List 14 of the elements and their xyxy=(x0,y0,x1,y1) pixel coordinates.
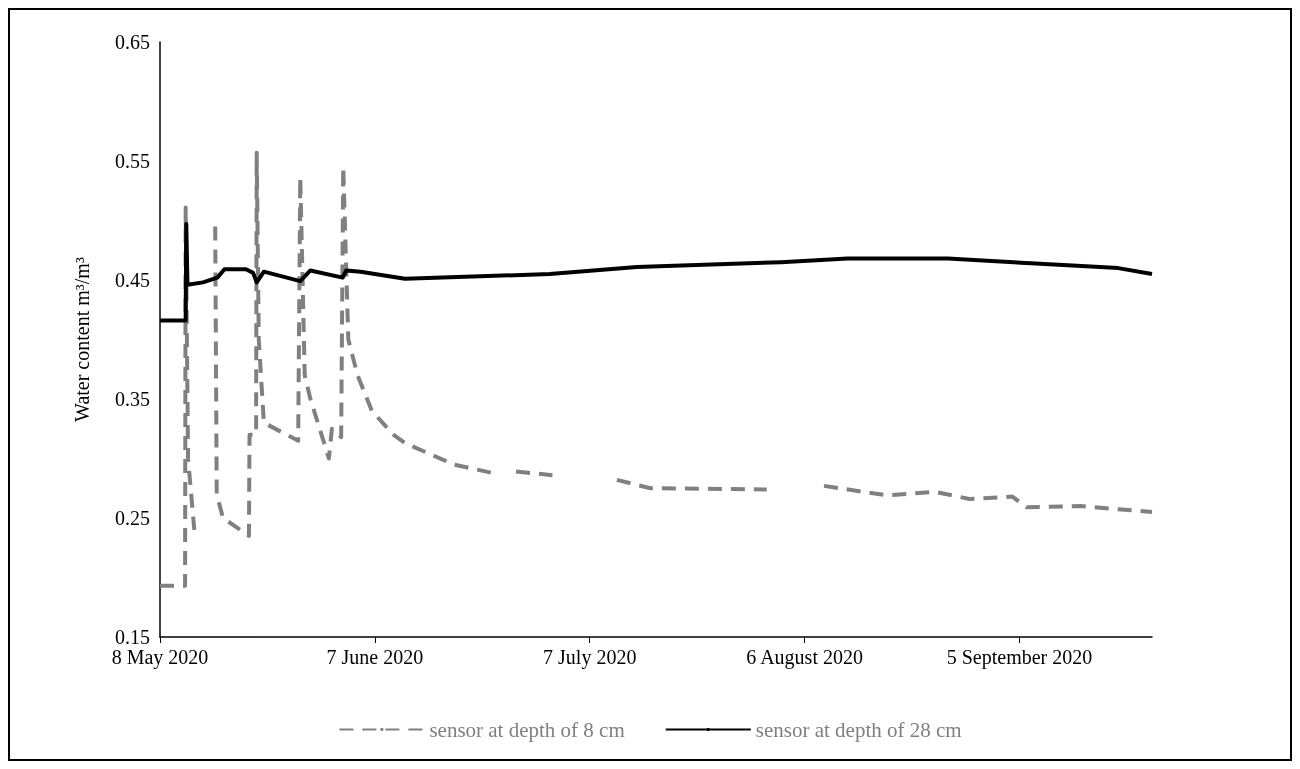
legend-label: sensor at depth of 8 cm xyxy=(429,717,625,742)
y-tick-label: 0.55 xyxy=(115,150,150,172)
y-tick-label: 0.35 xyxy=(115,388,150,410)
y-tick-label: 0.45 xyxy=(115,269,150,291)
x-tick-label: 7 July 2020 xyxy=(543,646,637,669)
x-tick-label: 8 May 2020 xyxy=(111,646,209,669)
y-axis-title: Water content m³/m³ xyxy=(71,257,93,422)
y-tick-label: 0.15 xyxy=(115,626,150,648)
x-tick-label: 6 August 2020 xyxy=(746,646,863,669)
x-tick-label: 7 June 2020 xyxy=(326,646,424,668)
y-tick-label: 0.65 xyxy=(115,31,150,53)
legend-label: sensor at depth of 28 cm xyxy=(755,717,962,742)
y-tick-label: 0.25 xyxy=(115,507,150,529)
x-tick-label: 5 September 2020 xyxy=(946,646,1093,669)
